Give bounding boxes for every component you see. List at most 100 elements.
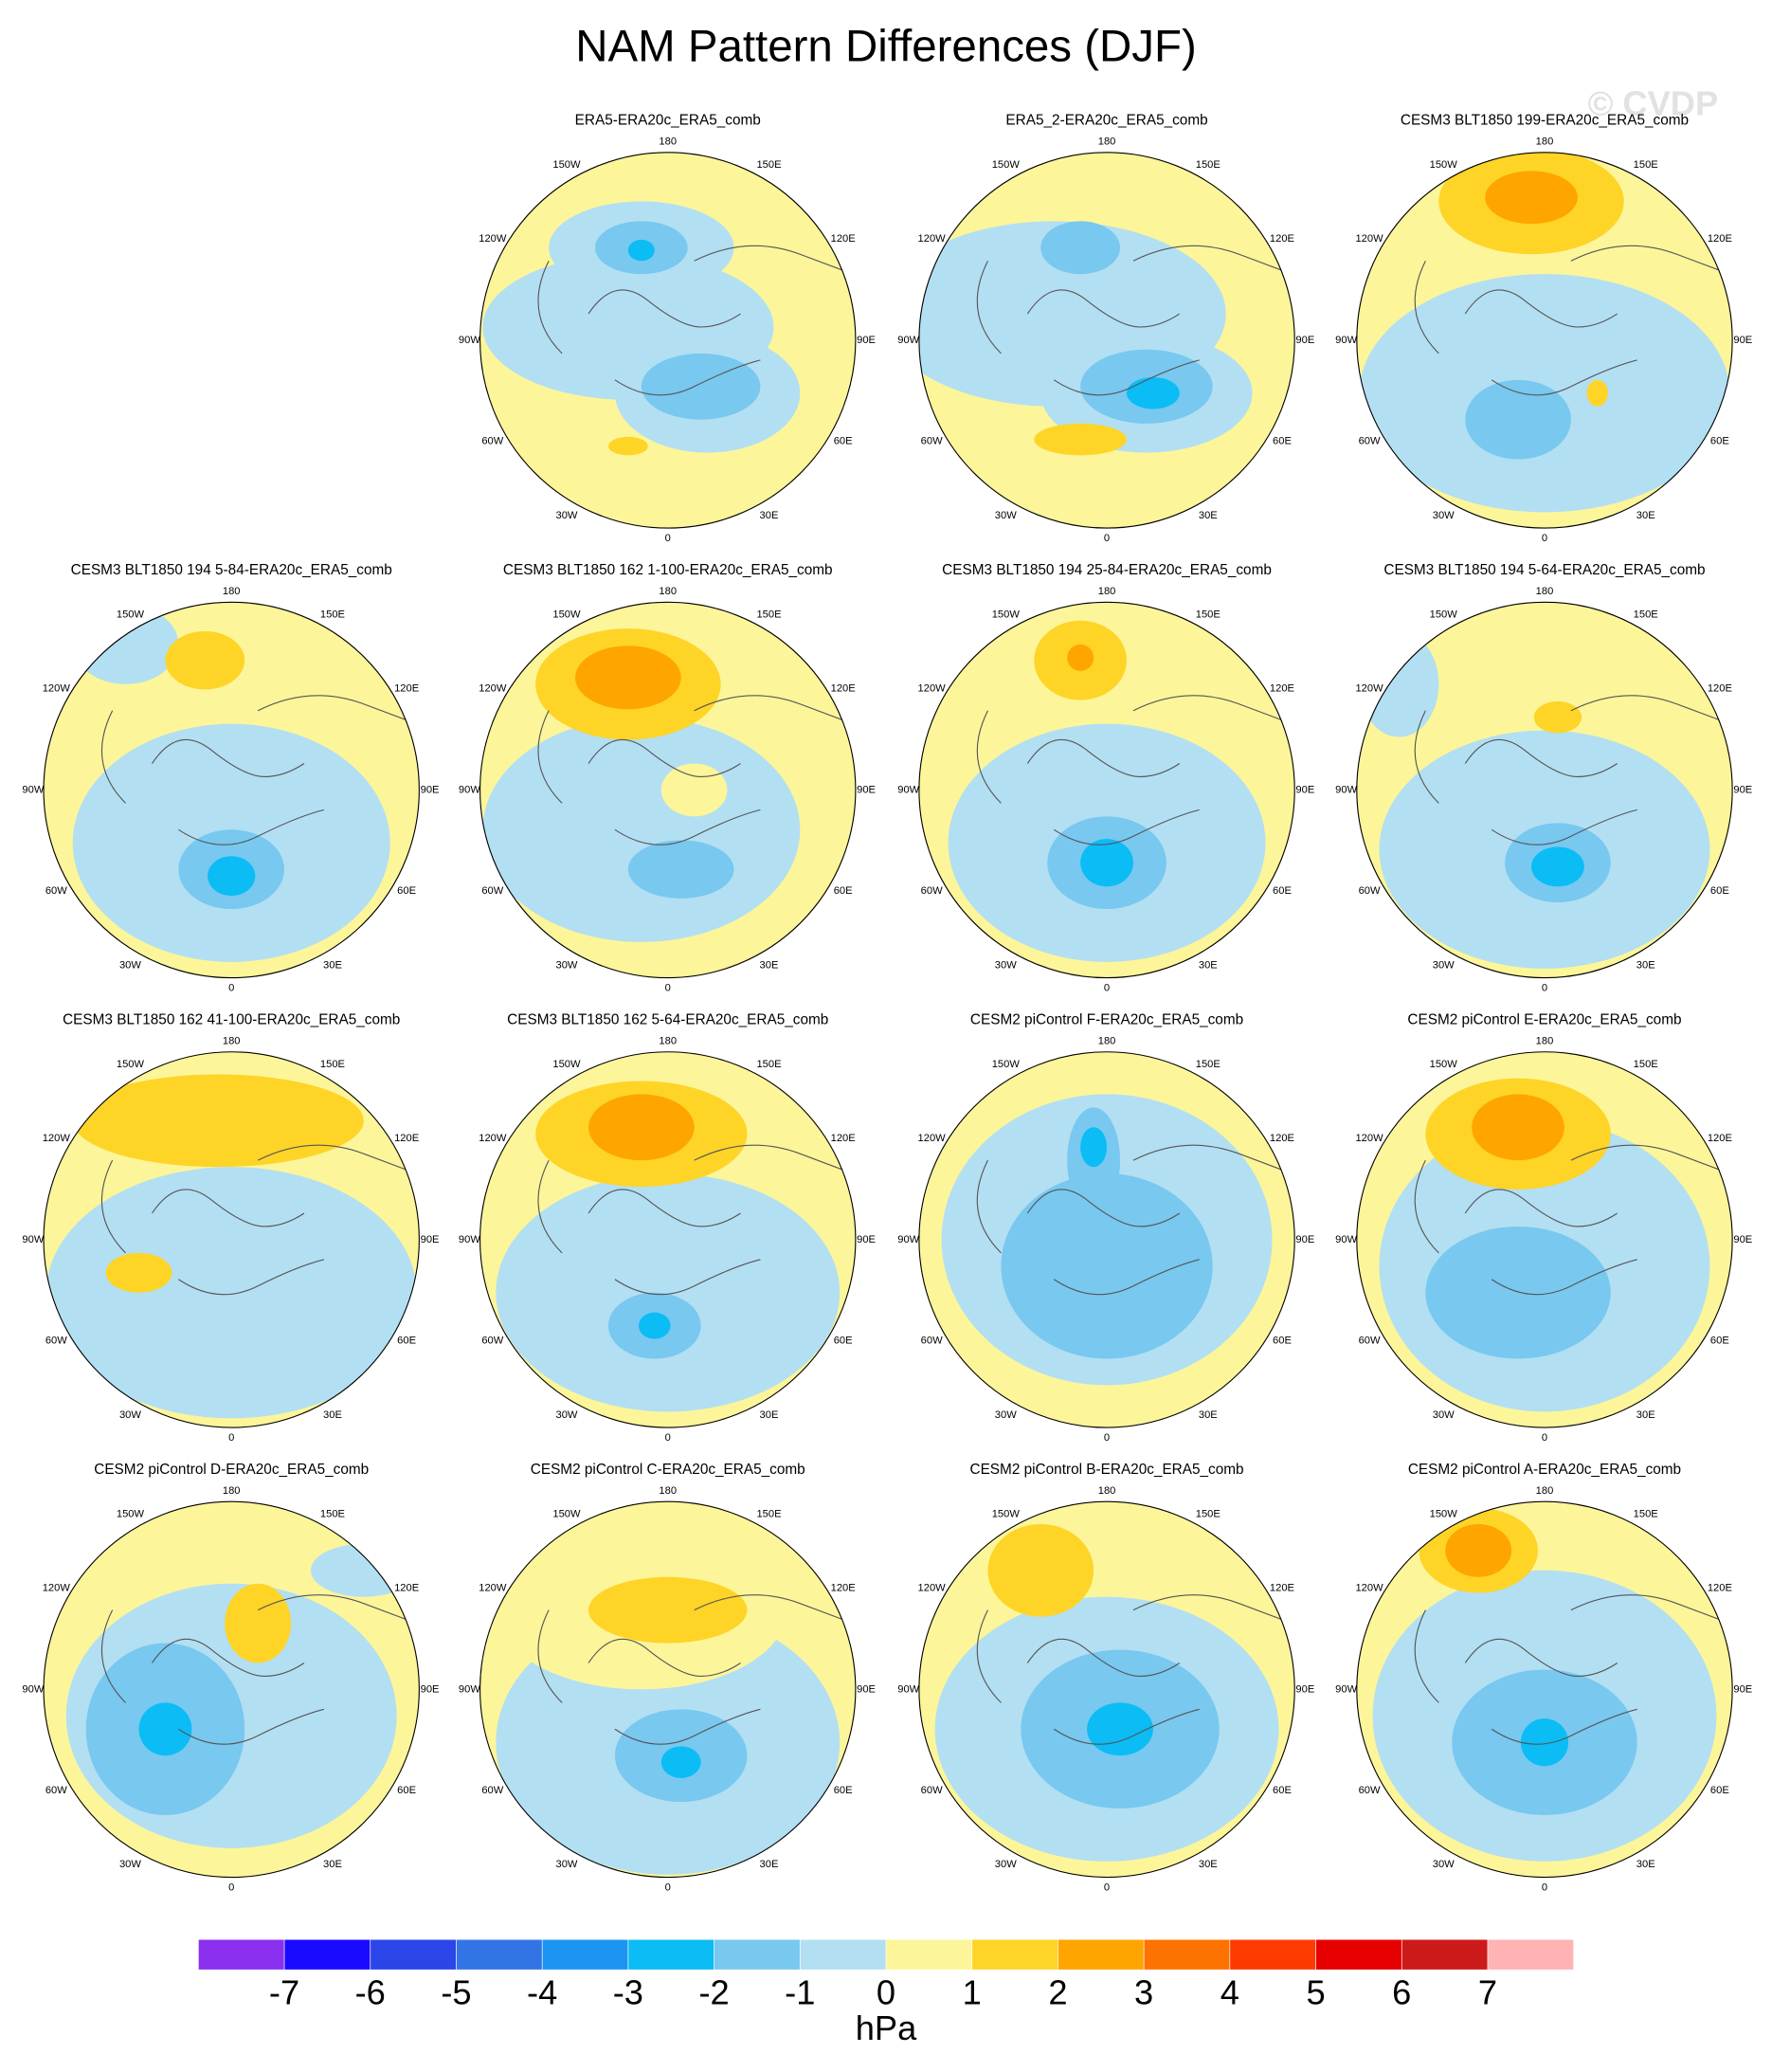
- contour-region: [482, 717, 801, 942]
- contour-region: [1080, 839, 1133, 887]
- longitude-label: 150E: [1196, 159, 1221, 171]
- contour-region: [1531, 846, 1584, 887]
- longitude-label: 30W: [1433, 1859, 1455, 1870]
- longitude-label: 180: [1536, 1485, 1554, 1497]
- longitude-label: 150E: [320, 1059, 345, 1070]
- coastline: [537, 1144, 854, 1296]
- longitude-label: 90E: [857, 784, 876, 795]
- longitude-label: 0: [1104, 983, 1110, 994]
- coastline: [1414, 695, 1730, 845]
- longitude-label: 90W: [897, 784, 919, 795]
- panel-title: CESM3 BLT1850 162 41-100-ERA20c_ERA5_com…: [63, 1011, 400, 1027]
- longitude-label: 150E: [756, 609, 781, 620]
- longitude-label: 60E: [834, 436, 853, 447]
- longitude-label: 60W: [1359, 1785, 1381, 1796]
- longitude-label: 60W: [921, 885, 943, 897]
- colorbar-label: hPa: [856, 2008, 917, 2047]
- colorbar-box: [370, 1939, 457, 1971]
- longitude-label: 90W: [897, 1234, 919, 1245]
- longitude-label: 90E: [857, 1234, 876, 1245]
- contour-region: [660, 1746, 701, 1778]
- longitude-label: 120W: [43, 1133, 71, 1144]
- colorbar-tick-label: 3: [1134, 1972, 1153, 2011]
- map-panel: [918, 1051, 1295, 1428]
- map-panel: [1356, 1501, 1733, 1878]
- longitude-label: 60E: [1710, 436, 1729, 447]
- coastline: [976, 695, 1293, 845]
- map-border: [479, 1500, 857, 1879]
- map-panel: [479, 602, 856, 978]
- colorbar-tick-label: -7: [269, 1972, 299, 2011]
- contour-region: [1001, 1173, 1213, 1359]
- longitude-label: 120W: [1355, 1133, 1383, 1144]
- longitude-label: 120W: [918, 1583, 947, 1594]
- contour-region: [1425, 1226, 1611, 1359]
- longitude-label: 120E: [1270, 1133, 1294, 1144]
- longitude-label: 180: [1536, 136, 1554, 148]
- longitude-label: 60W: [1359, 1336, 1381, 1347]
- colorbar-box: [198, 1939, 285, 1971]
- longitude-label: 180: [1536, 586, 1554, 597]
- longitude-label: 120E: [1708, 1133, 1732, 1144]
- colorbar-tick-label: -5: [441, 1972, 471, 2011]
- longitude-label: 90W: [1335, 1683, 1357, 1695]
- longitude-label: 60W: [481, 436, 503, 447]
- longitude-label: 60W: [45, 1785, 67, 1796]
- contour-region: [1080, 1127, 1108, 1168]
- contour-region: [987, 1523, 1094, 1617]
- map-panel: [479, 1501, 856, 1878]
- watermark: © CVDP: [1588, 84, 1719, 123]
- longitude-label: 90E: [421, 784, 440, 795]
- longitude-label: 60E: [397, 1785, 416, 1796]
- colorbar-tick-label: 1: [963, 1972, 982, 2011]
- longitude-label: 90E: [1295, 335, 1314, 346]
- longitude-label: 120W: [43, 1583, 71, 1594]
- coastline: [1414, 245, 1730, 396]
- longitude-label: 30W: [1433, 510, 1455, 521]
- longitude-label: 180: [1098, 1036, 1116, 1047]
- longitude-label: 30W: [119, 959, 141, 971]
- longitude-label: 30W: [556, 959, 578, 971]
- colorbar-tick-label: -4: [527, 1972, 557, 2011]
- map-border: [918, 152, 1295, 529]
- longitude-label: 90E: [1733, 784, 1752, 795]
- longitude-label: 120E: [394, 1133, 419, 1144]
- contour-region: [639, 1312, 671, 1339]
- longitude-label: 90W: [22, 784, 44, 795]
- longitude-label: 60E: [1710, 885, 1729, 897]
- longitude-label: 180: [1098, 586, 1116, 597]
- contour-region: [138, 1702, 192, 1756]
- longitude-label: 120E: [831, 233, 856, 245]
- longitude-label: 150W: [992, 1508, 1021, 1519]
- longitude-label: 150W: [117, 1508, 145, 1519]
- colorbar-tick-label: 4: [1221, 1972, 1239, 2011]
- longitude-label: 120W: [918, 233, 947, 245]
- longitude-label: 90W: [22, 1234, 44, 1245]
- longitude-label: 180: [223, 586, 241, 597]
- colorbar-box: [456, 1939, 543, 1971]
- longitude-label: 0: [665, 533, 671, 544]
- map-border: [1356, 1500, 1733, 1879]
- contour-region: [588, 1576, 748, 1644]
- contour-region: [641, 353, 761, 420]
- longitude-label: 60E: [1273, 436, 1292, 447]
- longitude-label: 90W: [22, 1683, 44, 1695]
- longitude-label: 60W: [45, 1336, 67, 1347]
- longitude-label: 60W: [921, 1785, 943, 1796]
- longitude-label: 120W: [1355, 683, 1383, 695]
- contour-region: [921, 1051, 1133, 1095]
- contour-region: [1586, 379, 1608, 407]
- longitude-label: 120E: [1708, 1583, 1732, 1594]
- longitude-label: 0: [228, 1882, 234, 1894]
- coastline: [537, 695, 854, 845]
- longitude-label: 30E: [760, 959, 779, 971]
- longitude-label: 60E: [1273, 885, 1292, 897]
- longitude-label: 90W: [459, 335, 480, 346]
- contour-region: [1445, 1523, 1512, 1577]
- longitude-label: 60E: [1710, 1785, 1729, 1796]
- map-border: [918, 601, 1295, 979]
- colorbar-box: [1229, 1939, 1316, 1971]
- map-panel: [479, 1051, 856, 1428]
